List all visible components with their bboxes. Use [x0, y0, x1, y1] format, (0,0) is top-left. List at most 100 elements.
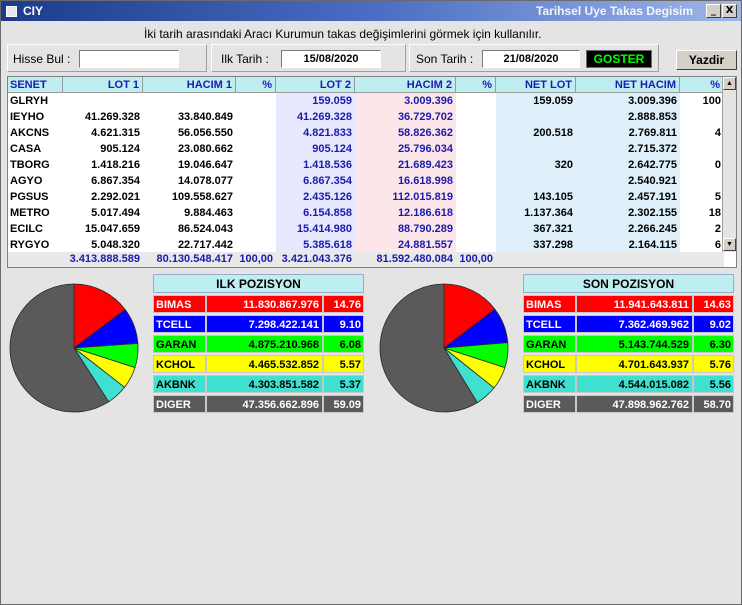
- table-cell: 12.186.618: [355, 205, 456, 221]
- symbol-cell: AGYO: [10, 175, 43, 187]
- ilk-pozisyon-pie-chart: [9, 283, 139, 413]
- table-cell: 4.621.315: [91, 127, 140, 139]
- position-name: TCELL: [153, 315, 206, 333]
- table-cell: 905.124: [276, 141, 355, 157]
- table-cell: 41.269.328: [276, 109, 355, 125]
- table-cell: 159.059: [276, 93, 355, 109]
- table-cell: 58.826.362: [355, 125, 456, 141]
- table-cell: 15.414.980: [276, 221, 355, 237]
- position-value: 11.830.867.976: [206, 295, 323, 313]
- table-cell: [456, 109, 496, 125]
- table-cell: 15.047.659: [84, 223, 140, 235]
- ilk-tarih-group: [211, 44, 406, 72]
- table-cell: 21.689.423: [355, 157, 456, 173]
- table-cell: 2.164.115: [576, 237, 680, 253]
- table-cell: [63, 93, 143, 109]
- scroll-up-icon[interactable]: ▲: [723, 77, 736, 90]
- table-cell: 2.642.775: [576, 157, 680, 173]
- total-cell: [496, 252, 576, 267]
- position-value: 47.898.962.762: [576, 395, 693, 413]
- table-cell: 19.046.647: [177, 159, 233, 171]
- title-bar[interactable]: CIY Tarihsel Uye Takas Degisim _ X: [1, 1, 741, 21]
- pie-slice: [73, 283, 126, 349]
- column-header[interactable]: HACIM 1: [143, 77, 236, 93]
- position-value: 4.544.015.082: [576, 375, 693, 393]
- table-cell: 5: [714, 191, 721, 203]
- table-cell: [236, 189, 276, 205]
- scroll-down-icon[interactable]: ▼: [723, 238, 736, 251]
- column-header[interactable]: LOT 1: [63, 77, 143, 93]
- instruction-text: İki tarih arasındaki Aracı Kurumun takas…: [144, 27, 542, 41]
- table-cell: [236, 237, 276, 253]
- table-cell: 4: [714, 127, 721, 139]
- vertical-scrollbar[interactable]: ▲ ▼: [722, 77, 736, 252]
- column-header[interactable]: %: [236, 77, 276, 93]
- ilk-tarih-field[interactable]: 15/08/2020: [281, 50, 381, 68]
- column-header[interactable]: SENET: [8, 77, 63, 93]
- table-cell: 2.888.853: [576, 109, 680, 125]
- symbol-cell: CASA: [10, 143, 42, 155]
- position-pct: 5.76: [693, 355, 734, 373]
- close-button[interactable]: X: [722, 4, 737, 18]
- total-cell: 3.421.043.376: [276, 252, 355, 267]
- column-header[interactable]: HACIM 2: [355, 77, 456, 93]
- position-pct: 9.10: [323, 315, 364, 333]
- table-cell: [680, 141, 724, 157]
- position-name: DIGER: [153, 395, 206, 413]
- hisse-search-input[interactable]: [79, 50, 179, 68]
- window-title: CIY: [23, 4, 44, 18]
- hisse-group: [7, 44, 207, 72]
- table-cell: 6.154.858: [276, 205, 355, 221]
- table-cell: 86.524.043: [177, 223, 233, 235]
- table-cell: [456, 237, 496, 253]
- table-cell: [456, 205, 496, 221]
- column-header[interactable]: %: [456, 77, 496, 93]
- position-name: BIMAS: [153, 295, 206, 313]
- total-cell: 81.592.480.084: [355, 252, 456, 267]
- table-cell: 2: [714, 223, 721, 235]
- table-cell: 320: [496, 157, 576, 173]
- son-tarih-group: [409, 44, 659, 72]
- son-tarih-label: Son Tarih :: [416, 52, 474, 66]
- table-cell: 2.769.811: [576, 125, 680, 141]
- yazdir-button[interactable]: Yazdir: [676, 50, 737, 70]
- symbol-cell: METRO: [10, 207, 50, 219]
- position-value: 4.303.851.582: [206, 375, 323, 393]
- column-header[interactable]: %: [680, 77, 724, 93]
- table-cell: 3.009.396: [576, 93, 680, 109]
- table-cell: 9.884.463: [184, 207, 233, 219]
- position-pct: 5.57: [323, 355, 364, 373]
- position-name: AKBNK: [523, 375, 576, 393]
- goster-button[interactable]: GOSTER: [586, 50, 652, 68]
- table-cell: [236, 125, 276, 141]
- takas-table[interactable]: SENET LOT 1 HACIM 1% LOT 2 HACIM 2% NET LOT NE…: [7, 76, 737, 268]
- position-name: GARAN: [153, 335, 206, 353]
- table-cell: 18: [708, 207, 721, 219]
- table-cell: 367.321: [496, 221, 576, 237]
- total-cell: [576, 252, 680, 267]
- table-cell: 41.269.328: [84, 111, 140, 123]
- position-pct: 14.63: [693, 295, 734, 313]
- table-cell: 88.790.289: [355, 221, 456, 237]
- symbol-cell: PGSUS: [10, 191, 49, 203]
- position-name: TCELL: [523, 315, 576, 333]
- total-cell: [680, 252, 724, 267]
- column-header[interactable]: NET LOT: [496, 77, 576, 93]
- position-name: KCHOL: [523, 355, 576, 373]
- table-cell: 2.715.372: [576, 141, 680, 157]
- position-value: 4.701.643.937: [576, 355, 693, 373]
- table-cell: [456, 141, 496, 157]
- table-cell: 1.418.536: [276, 157, 355, 173]
- son-tarih-field[interactable]: 21/08/2020: [482, 50, 580, 68]
- position-value: 4.465.532.852: [206, 355, 323, 373]
- position-value: 7.298.422.141: [206, 315, 323, 333]
- symbol-cell: ECILC: [10, 223, 43, 235]
- position-pct: 5.37: [323, 375, 364, 393]
- table-cell: 905.124: [100, 143, 140, 155]
- column-header[interactable]: NET HACIM: [576, 77, 680, 93]
- minimize-button[interactable]: _: [706, 4, 721, 18]
- table-cell: 6.867.354: [276, 173, 355, 189]
- column-header[interactable]: LOT 2: [276, 77, 355, 93]
- table-cell: [236, 93, 276, 109]
- table-cell: [143, 93, 236, 109]
